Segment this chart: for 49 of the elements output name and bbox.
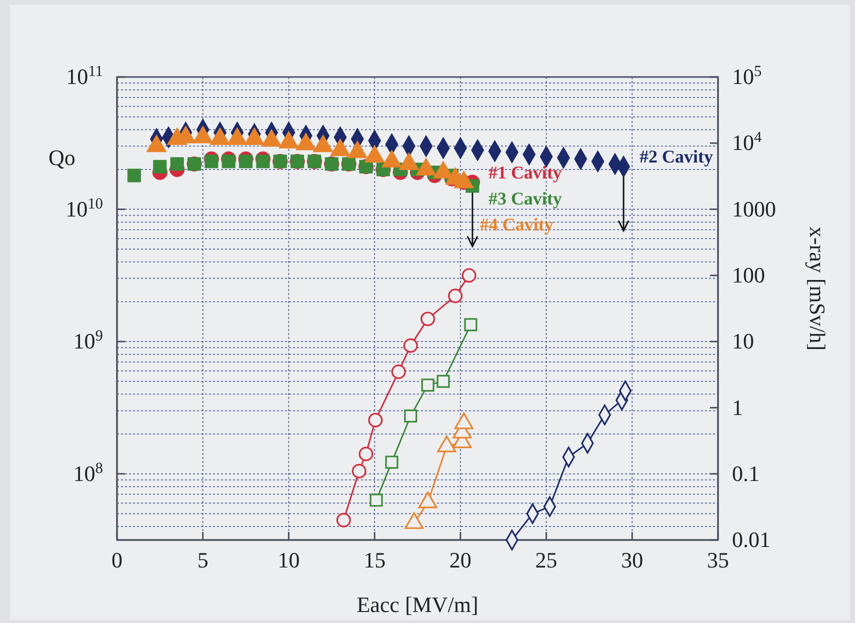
series-label: #4 Cavity [480, 214, 554, 234]
x-tick-label: 10 [278, 548, 300, 573]
point [385, 456, 398, 469]
point [336, 512, 351, 528]
y-tick-label: 0.1 [732, 460, 760, 486]
point [352, 464, 366, 478]
x-tick-label: 25 [535, 548, 558, 573]
x-tick-label: 5 [197, 548, 208, 573]
point [256, 154, 270, 168]
y-tick-label: 1000 [732, 196, 776, 222]
x-tick-label: 30 [621, 548, 644, 573]
x-tick-label: 35 [707, 548, 729, 573]
series-label: #1 Cavity [488, 162, 562, 182]
series-label: #3 Cavity [488, 188, 562, 208]
x-axis-title: Eacc [MV/m] [356, 592, 478, 617]
point [358, 446, 374, 462]
y-tick-label: 10$^{8}$ [73, 459, 104, 486]
x-tick-label: 0 [112, 548, 122, 573]
y-tick-label: 10$^{9}$ [73, 327, 104, 354]
point [391, 364, 406, 379]
y-tick-label: 10$^{11}$ [66, 62, 103, 90]
y-tick-label: 0.01 [732, 527, 770, 552]
point [222, 154, 236, 168]
point [239, 154, 253, 168]
series-label: #2 Cavity [640, 146, 714, 167]
y-axis-title: Qo [48, 145, 76, 170]
point [462, 268, 476, 283]
point [436, 374, 450, 388]
point [204, 154, 218, 168]
point [403, 338, 418, 353]
point [370, 494, 383, 507]
y-axis-title: x-ray [mSv/h] [805, 226, 830, 351]
point [421, 378, 434, 392]
point [448, 288, 463, 304]
y-tick-label: 10$^{10}$ [66, 194, 104, 222]
y-tick-label: 1 [732, 394, 743, 420]
point [127, 168, 141, 182]
point [420, 312, 436, 326]
point [368, 412, 383, 428]
point [153, 160, 167, 174]
y-tick-label: 10$^{4}$ [732, 128, 762, 156]
y-tick-label: 100 [732, 262, 765, 288]
x-tick-label: 20 [449, 548, 472, 573]
point [404, 409, 418, 422]
point [170, 157, 184, 171]
y-tick-label: 10$^{5}$ [732, 62, 762, 90]
y-tick-label: 10 [732, 328, 754, 354]
point [464, 318, 478, 332]
x-tick-label: 15 [364, 548, 386, 573]
